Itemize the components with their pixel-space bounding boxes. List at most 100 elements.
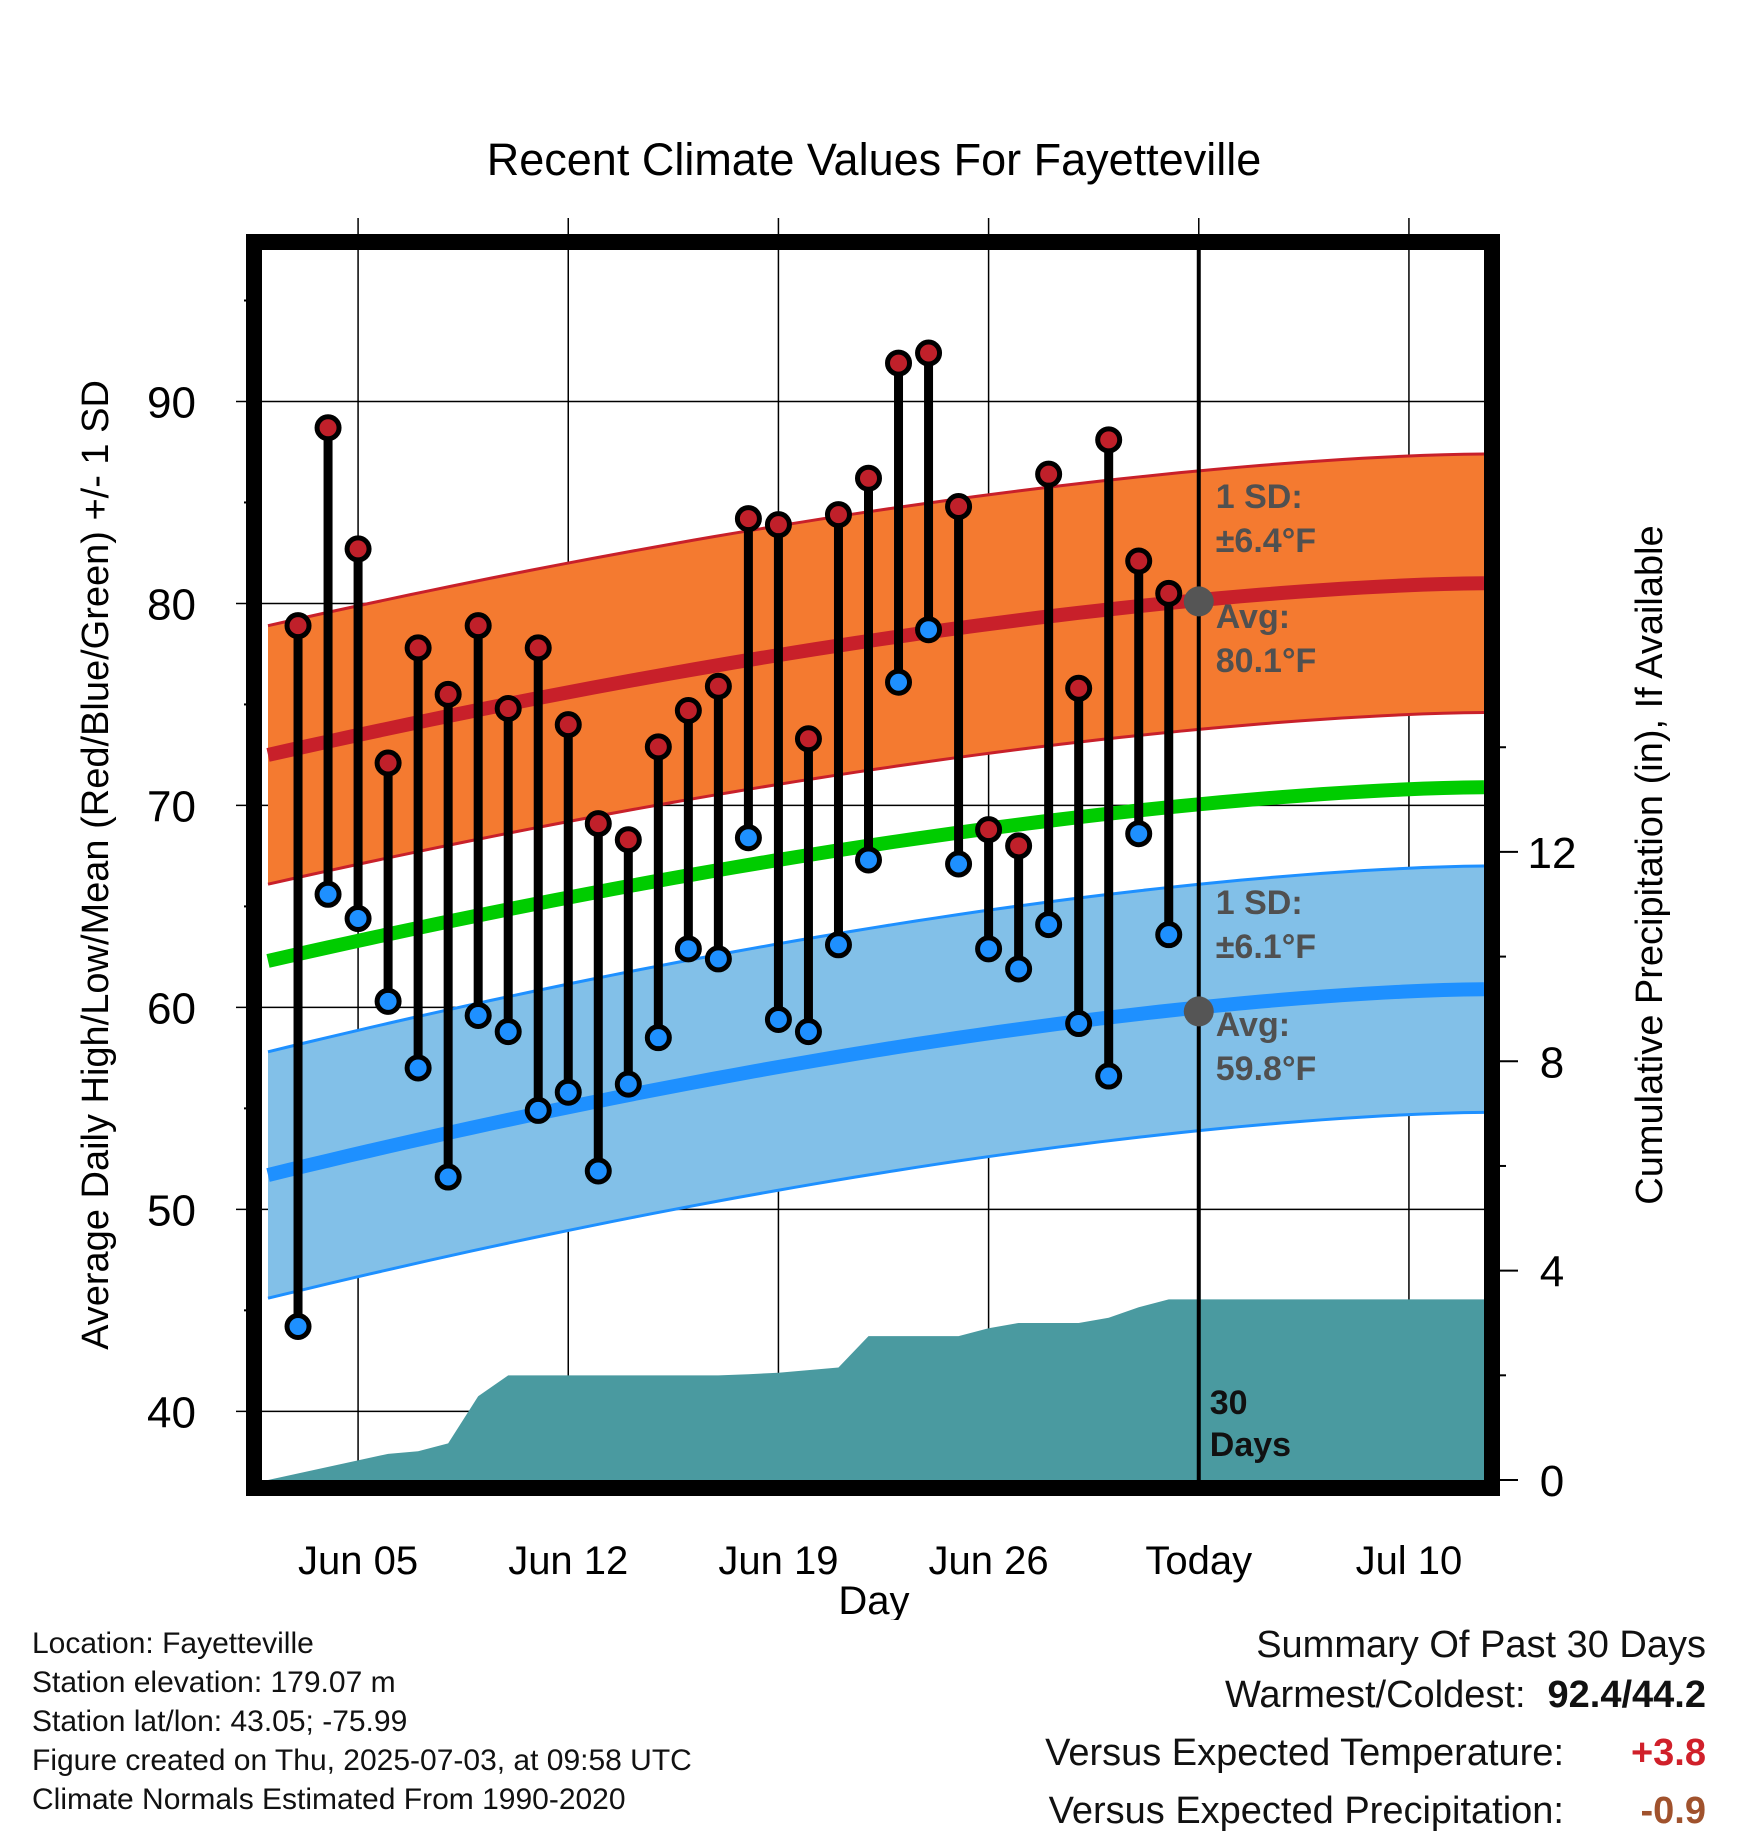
- high-point-28: [1035, 460, 1063, 488]
- y-right-axis-title: Cumulative Precipitation (in), If Availa…: [1629, 525, 1671, 1204]
- low-point-21: [824, 931, 852, 959]
- high-point-9: [464, 612, 492, 640]
- precip-layer: [268, 1299, 1484, 1480]
- y-left-tick-label-1: 50: [147, 1186, 196, 1235]
- high-point-24: [915, 339, 943, 367]
- high-point-11: [524, 634, 552, 662]
- precip-vs-expected-value: -0.9: [1640, 1790, 1706, 1832]
- high-sd-lower-edge: [267, 711, 1484, 886]
- summary-panel: Summary Of Past 30 Days Warmest/Coldest:…: [1045, 1620, 1706, 1844]
- station-info: Location: Fayetteville Station elevation…: [32, 1624, 692, 1819]
- climate-chart: Recent Climate Values For Fayetteville 1…: [75, 134, 1671, 1620]
- normals-text: Climate Normals Estimated From 1990-2020: [32, 1783, 626, 1816]
- high-point-29: [1065, 674, 1093, 702]
- high-point-5: [344, 535, 372, 563]
- warmest-coldest-label: Warmest/Coldest:: [1224, 1674, 1526, 1716]
- low-point-20: [794, 1018, 822, 1046]
- temp-vs-expected-label: Versus Expected Temperature:: [1045, 1732, 1564, 1774]
- high-point-16: [674, 696, 702, 724]
- high-point-8: [434, 680, 462, 708]
- high-point-14: [614, 826, 642, 854]
- x-tick-label-5: Jul 10: [1356, 1539, 1463, 1583]
- low-point-19: [764, 1006, 792, 1034]
- elevation-text: Station elevation: 179.07 m: [32, 1666, 396, 1699]
- low-point-11: [524, 1096, 552, 1124]
- axes: 40 50 60 70 80 90 0 4 8 12 Jun 05 Jun 12 Jun 19 Jun 2…: [75, 234, 1671, 1620]
- low-point-15: [644, 1024, 672, 1052]
- high-average-line: [266, 576, 1484, 762]
- low-point-4: [314, 880, 342, 908]
- latlon-text: Station lat/lon: 43.05; -75.99: [32, 1705, 408, 1738]
- low-point-18: [734, 824, 762, 852]
- low-point-12: [554, 1078, 582, 1106]
- low-point-27: [1005, 955, 1033, 983]
- low-sd-value: ±6.1°F: [1216, 928, 1316, 966]
- low-point-3: [284, 1313, 312, 1341]
- low-point-10: [494, 1018, 522, 1046]
- low-point-6: [374, 987, 402, 1015]
- low-point-31: [1125, 820, 1153, 848]
- low-point-23: [885, 668, 913, 696]
- precip-vs-expected-label: Versus Expected Precipitation:: [1048, 1790, 1564, 1832]
- y-left-axis-title: Average Daily High/Low/Mean (Red/Blue/Gr…: [75, 380, 117, 1350]
- high-point-10: [494, 694, 522, 722]
- chart-title: Recent Climate Values For Fayetteville: [487, 134, 1261, 185]
- low-point-14: [614, 1070, 642, 1098]
- high-point-13: [584, 810, 612, 838]
- window-days-label: Days: [1210, 1426, 1291, 1464]
- annotations: 1 SD: ±6.4°F Avg: 80.1°F 1 SD: ±6.1°F Avg: 59.8…: [1183, 478, 1317, 1464]
- high-point-3: [284, 612, 312, 640]
- window-days-number: 30: [1210, 1384, 1248, 1422]
- y-left-tick-label-0: 40: [147, 1388, 196, 1437]
- daily-stems: [293, 353, 1174, 1327]
- x-tick-label-0: Jun 05: [298, 1539, 418, 1583]
- x-axis-title: Day: [838, 1579, 909, 1620]
- location-text: Location: Fayetteville: [32, 1627, 314, 1660]
- low-point-5: [344, 905, 372, 933]
- high-point-23: [885, 349, 913, 377]
- high-avg-value: 80.1°F: [1216, 642, 1317, 680]
- high-sd-label: 1 SD:: [1216, 478, 1303, 516]
- x-tick-label-2: Jun 19: [718, 1539, 838, 1583]
- high-point-6: [374, 749, 402, 777]
- low-point-32: [1155, 921, 1183, 949]
- cumulative-precip-area: [268, 1299, 1484, 1480]
- low-point-8: [434, 1163, 462, 1191]
- low-sd-lower-edge: [267, 1110, 1484, 1300]
- low-point-17: [704, 945, 732, 973]
- low-point-26: [975, 935, 1003, 963]
- low-point-24: [915, 616, 943, 644]
- created-text: Figure created on Thu, 2025-07-03, at 09…: [32, 1744, 692, 1777]
- high-point-31: [1125, 547, 1153, 575]
- low-point-30: [1095, 1062, 1123, 1090]
- high-point-21: [824, 501, 852, 529]
- high-point-30: [1095, 426, 1123, 454]
- high-point-17: [704, 672, 732, 700]
- low-point-28: [1035, 911, 1063, 939]
- y-right-tick-label-0: 0: [1540, 1457, 1564, 1506]
- average-lines: [266, 576, 1484, 1182]
- plot-frame: [246, 234, 1500, 1496]
- high-point-7: [404, 634, 432, 662]
- today-high-avg-dot: [1183, 586, 1214, 617]
- temp-vs-expected-value: +3.8: [1630, 1732, 1706, 1774]
- high-point-20: [794, 725, 822, 753]
- x-tick-label-1: Jun 12: [508, 1539, 628, 1583]
- high-point-15: [644, 733, 672, 761]
- y-right-tick-label-2: 8: [1540, 1038, 1564, 1087]
- high-avg-label: Avg:: [1216, 598, 1290, 636]
- mean-average-line: [266, 780, 1484, 968]
- high-point-18: [734, 505, 762, 533]
- high-point-25: [945, 493, 973, 521]
- daily-points: [284, 339, 1183, 1341]
- y-right-tick-label-3: 12: [1528, 829, 1577, 878]
- low-point-22: [854, 846, 882, 874]
- high-point-19: [764, 511, 792, 539]
- high-point-4: [314, 414, 342, 442]
- low-point-29: [1065, 1010, 1093, 1038]
- high-point-12: [554, 711, 582, 739]
- x-tick-label-4: Today: [1145, 1539, 1252, 1583]
- low-sd-label: 1 SD:: [1216, 884, 1303, 922]
- high-point-27: [1005, 832, 1033, 860]
- low-sd-band: [268, 866, 1484, 1299]
